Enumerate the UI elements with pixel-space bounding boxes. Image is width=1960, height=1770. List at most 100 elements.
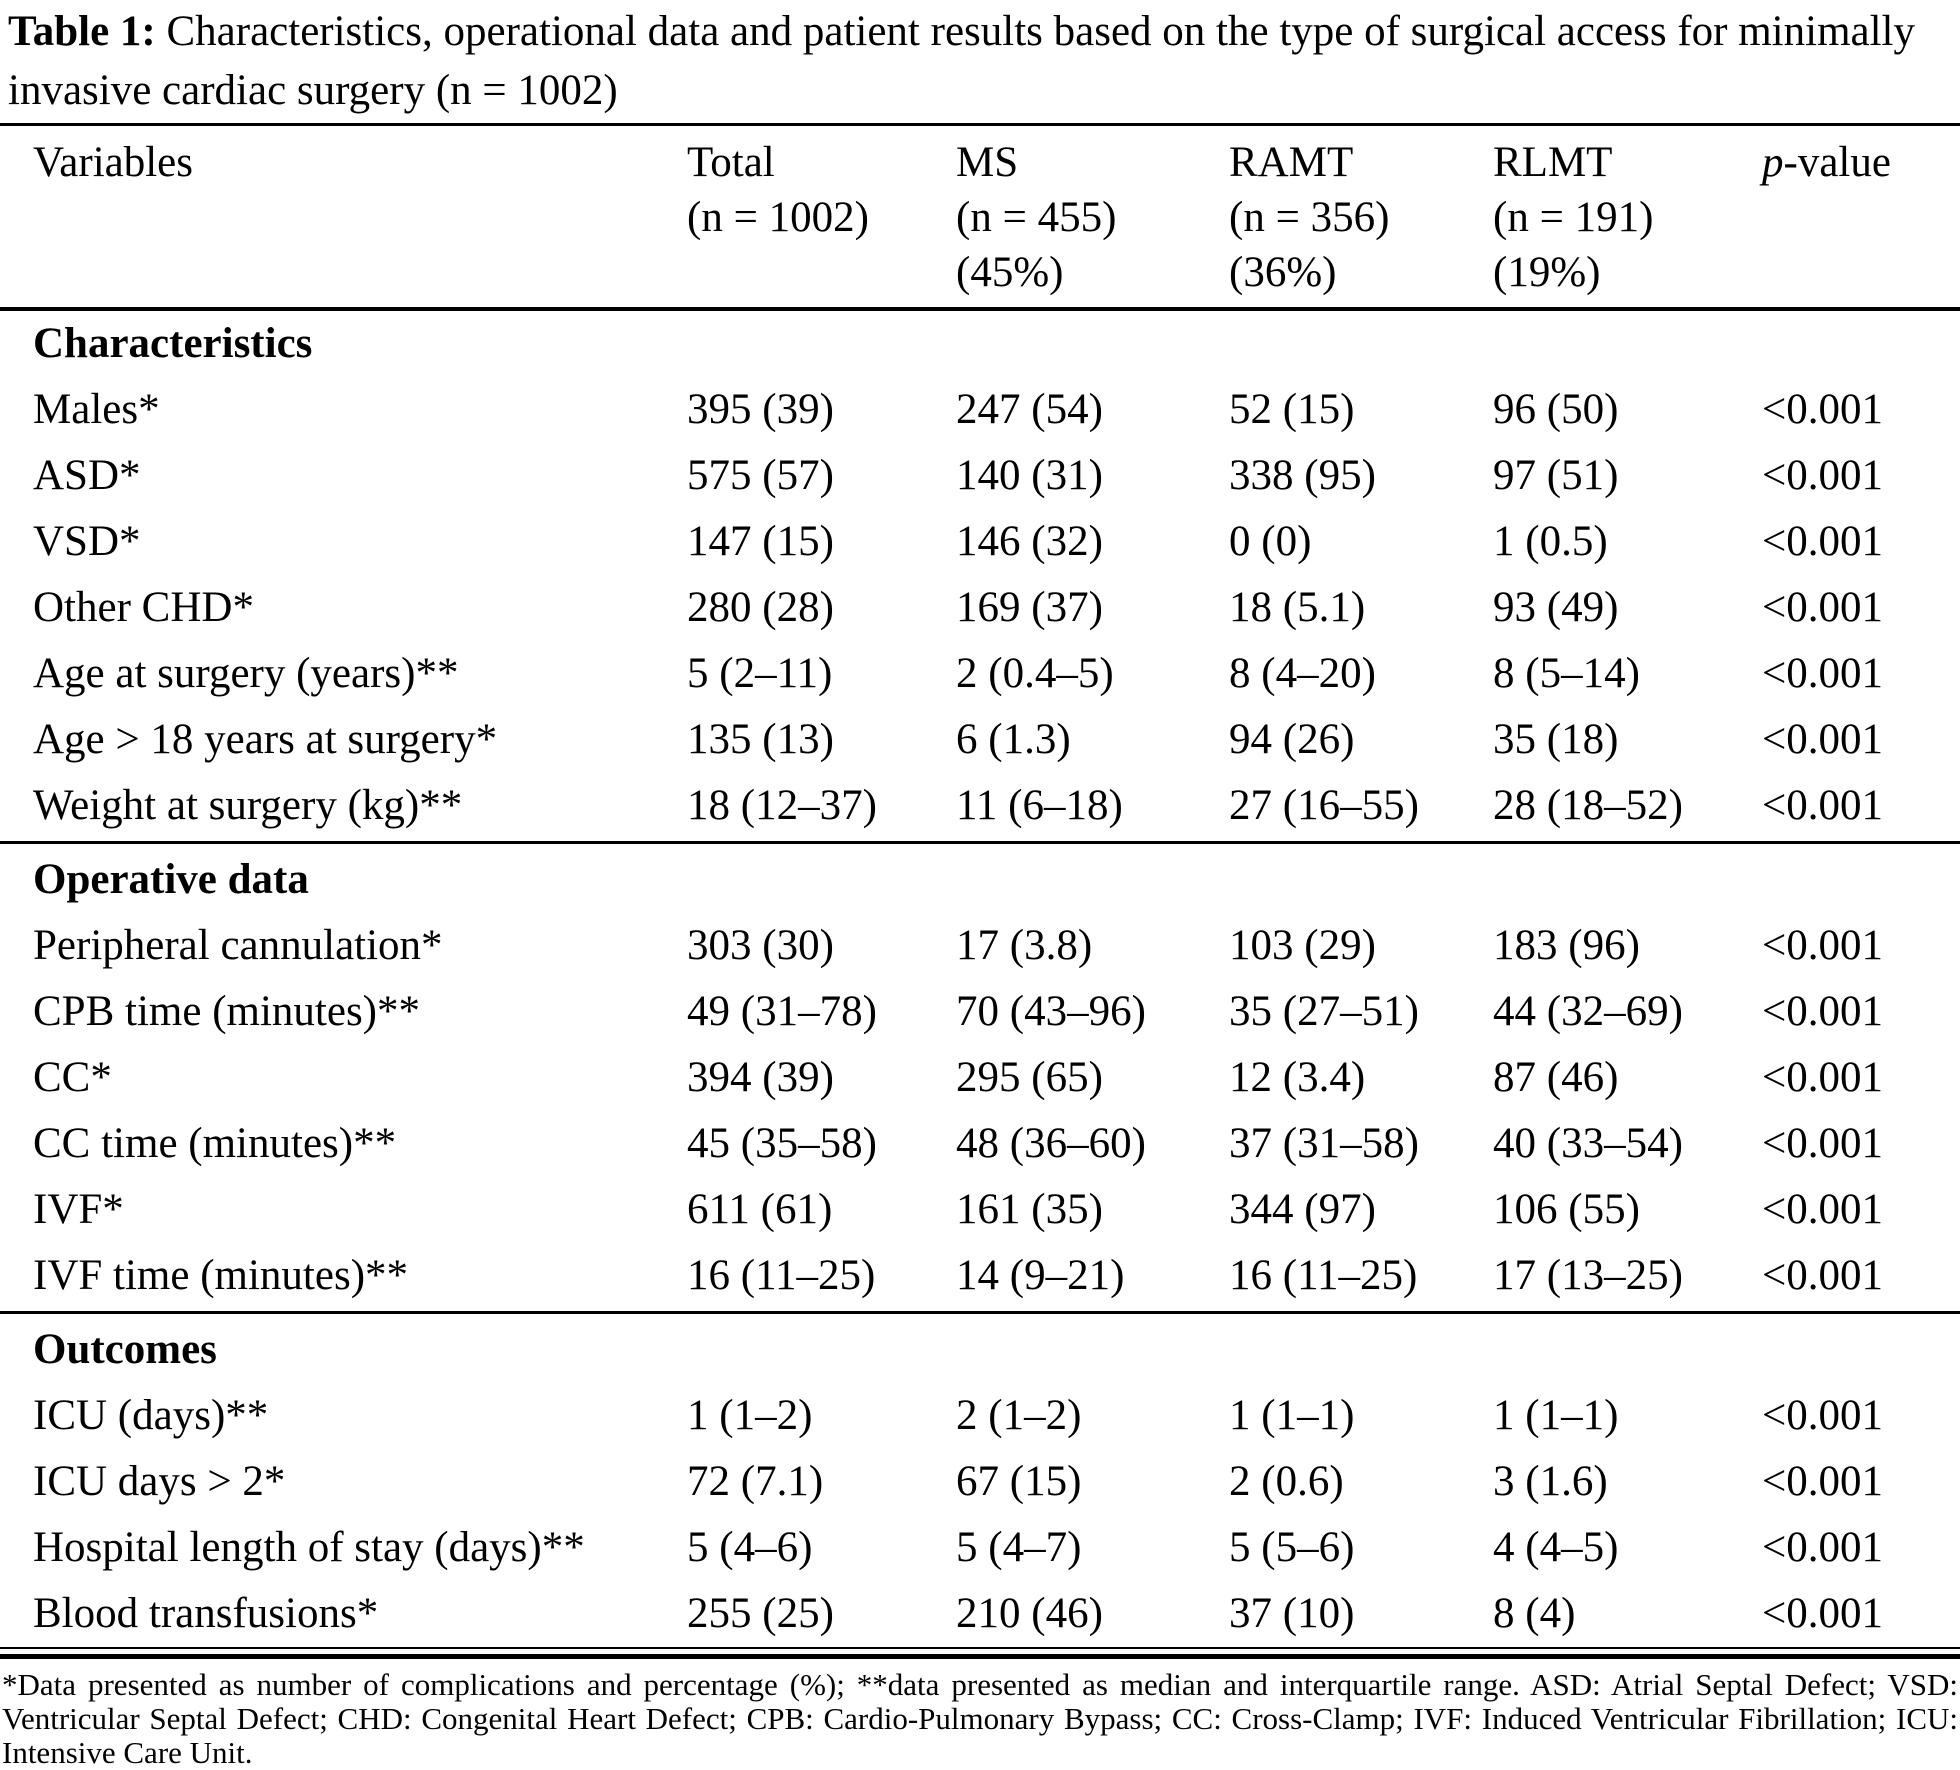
cell-total: 147 (15) xyxy=(687,518,834,565)
cell-ramt: 18 (5.1) xyxy=(1229,584,1366,631)
cell-rlmt: 8 (5–14) xyxy=(1493,650,1640,697)
row-label: CC time (minutes)** xyxy=(33,1120,397,1167)
cell-pvalue: <0.001 xyxy=(1762,650,1884,697)
row-label: CC* xyxy=(33,1054,112,1101)
cell-total: 575 (57) xyxy=(687,452,834,499)
table-footnote: *Data presented as number of complicatio… xyxy=(2,1667,1958,1770)
column-header-line: (45%) xyxy=(956,249,1064,296)
table-row: Other CHD* 280 (28) 169 (37) 18 (5.1) 93 (49… xyxy=(0,575,1960,641)
cell-rlmt: 17 (13–25) xyxy=(1493,1252,1683,1299)
row-label: Males* xyxy=(33,386,160,433)
column-header-line: (36%) xyxy=(1229,249,1337,296)
cell-pvalue: <0.001 xyxy=(1762,1252,1884,1299)
cell-total: 394 (39) xyxy=(687,1054,834,1101)
cell-ramt: 8 (4–20) xyxy=(1229,650,1376,697)
column-header-line: (n = 1002) xyxy=(687,194,869,241)
section-heading-label: Characteristics xyxy=(33,320,313,367)
top-rule xyxy=(0,123,1960,126)
cell-ms: 146 (32) xyxy=(956,518,1103,565)
table-body: Characteristics Males* 395 (39) 247 (54) 52 … xyxy=(0,311,1960,1647)
table-caption: Table 1: Characteristics, operational da… xyxy=(0,0,1960,120)
cell-ms: 169 (37) xyxy=(956,584,1103,631)
table-row: IVF time (minutes)** 16 (11–25) 14 (9–21) 1… xyxy=(0,1243,1960,1309)
cell-pvalue: <0.001 xyxy=(1762,1524,1884,1571)
cell-rlmt: 40 (33–54) xyxy=(1493,1120,1683,1167)
cell-ramt: 2 (0.6) xyxy=(1229,1458,1344,1505)
cell-ms: 48 (36–60) xyxy=(956,1120,1146,1167)
cell-ms: 247 (54) xyxy=(956,386,1103,433)
cell-ramt: 338 (95) xyxy=(1229,452,1376,499)
cell-ramt: 0 (0) xyxy=(1229,518,1312,565)
header-row: Variables Total (n = 1002) MS (n = 455) (45%)… xyxy=(0,126,1960,307)
table-row: ASD* 575 (57) 140 (31) 338 (95) 97 (51) <0.00… xyxy=(0,443,1960,509)
row-label: IVF* xyxy=(33,1186,124,1233)
cell-pvalue: <0.001 xyxy=(1762,452,1884,499)
cell-total: 303 (30) xyxy=(687,922,834,969)
cell-total: 18 (12–37) xyxy=(687,782,877,829)
table-row: Age > 18 years at surgery* 135 (13) 6 (1.3… xyxy=(0,707,1960,773)
cell-ms: 14 (9–21) xyxy=(956,1252,1125,1299)
section-heading-outcomes: Outcomes xyxy=(0,1317,1960,1383)
cell-ramt: 52 (15) xyxy=(1229,386,1355,433)
table-row: IVF* 611 (61) 161 (35) 344 (97) 106 (55) <0.0… xyxy=(0,1177,1960,1243)
row-label: Weight at surgery (kg)** xyxy=(33,782,463,829)
cell-total: 49 (31–78) xyxy=(687,988,877,1035)
cell-ms: 11 (6–18) xyxy=(956,782,1123,829)
table-row: Males* 395 (39) 247 (54) 52 (15) 96 (50) <0.0… xyxy=(0,377,1960,443)
row-label: Other CHD* xyxy=(33,584,254,631)
cell-ramt: 344 (97) xyxy=(1229,1186,1376,1233)
cell-rlmt: 28 (18–52) xyxy=(1493,782,1683,829)
section-rule xyxy=(0,841,1960,844)
row-label: VSD* xyxy=(33,518,141,565)
row-label: Peripheral cannulation* xyxy=(33,922,443,969)
table-row: Age at surgery (years)** 5 (2–11) 2 (0.4–5… xyxy=(0,641,1960,707)
cell-pvalue: <0.001 xyxy=(1762,1590,1884,1637)
cell-total: 72 (7.1) xyxy=(687,1458,824,1505)
table-row: VSD* 147 (15) 146 (32) 0 (0) 1 (0.5) <0.001 xyxy=(0,509,1960,575)
cell-rlmt: 183 (96) xyxy=(1493,922,1640,969)
cell-rlmt: 106 (55) xyxy=(1493,1186,1640,1233)
column-header-ms: MS (n = 455) (45%) xyxy=(956,135,1229,300)
cell-ramt: 27 (16–55) xyxy=(1229,782,1419,829)
row-label: ICU (days)** xyxy=(33,1392,269,1439)
cell-rlmt: 35 (18) xyxy=(1493,716,1619,763)
column-header-total: Total (n = 1002) xyxy=(687,135,956,300)
column-header-line: p-value xyxy=(1762,139,1891,186)
cell-total: 16 (11–25) xyxy=(687,1252,876,1299)
cell-pvalue: <0.001 xyxy=(1762,584,1884,631)
cell-ramt: 94 (26) xyxy=(1229,716,1355,763)
cell-ms: 17 (3.8) xyxy=(956,922,1093,969)
cell-total: 1 (1–2) xyxy=(687,1392,813,1439)
column-header-line: MS xyxy=(956,139,1019,186)
cell-ms: 5 (4–7) xyxy=(956,1524,1082,1571)
cell-rlmt: 3 (1.6) xyxy=(1493,1458,1608,1505)
table-row: Blood transfusions* 255 (25) 210 (46) 37 (1… xyxy=(0,1581,1960,1647)
cell-pvalue: <0.001 xyxy=(1762,386,1884,433)
row-label: Age > 18 years at surgery* xyxy=(33,716,498,763)
column-header-line: Variables xyxy=(33,139,193,186)
cell-ms: 70 (43–96) xyxy=(956,988,1146,1035)
cell-pvalue: <0.001 xyxy=(1762,1186,1884,1233)
cell-total: 255 (25) xyxy=(687,1590,834,1637)
section-heading-label: Operative data xyxy=(33,856,309,903)
column-header-line: RAMT xyxy=(1229,139,1354,186)
column-header-line: (19%) xyxy=(1493,249,1601,296)
table-caption-text: Characteristics, operational data and pa… xyxy=(8,8,1915,114)
column-header-line: (n = 455) xyxy=(956,194,1117,241)
header-rule xyxy=(0,307,1960,311)
cell-rlmt: 93 (49) xyxy=(1493,584,1619,631)
column-header-line: (n = 191) xyxy=(1493,194,1654,241)
cell-ramt: 1 (1–1) xyxy=(1229,1392,1355,1439)
column-header-rlmt: RLMT (n = 191) (19%) xyxy=(1493,135,1762,300)
column-header-pvalue: p-value xyxy=(1762,135,1933,300)
table-row: CPB time (minutes)** 49 (31–78) 70 (43–96)… xyxy=(0,979,1960,1045)
cell-ms: 67 (15) xyxy=(956,1458,1082,1505)
table-row: Peripheral cannulation* 303 (30) 17 (3.8) 1… xyxy=(0,913,1960,979)
cell-ms: 2 (0.4–5) xyxy=(956,650,1114,697)
table-number-label: Table 1: xyxy=(8,8,156,55)
cell-rlmt: 8 (4) xyxy=(1493,1590,1576,1637)
cell-total: 280 (28) xyxy=(687,584,834,631)
row-label: Blood transfusions* xyxy=(33,1590,379,1637)
cell-total: 135 (13) xyxy=(687,716,834,763)
cell-pvalue: <0.001 xyxy=(1762,716,1884,763)
